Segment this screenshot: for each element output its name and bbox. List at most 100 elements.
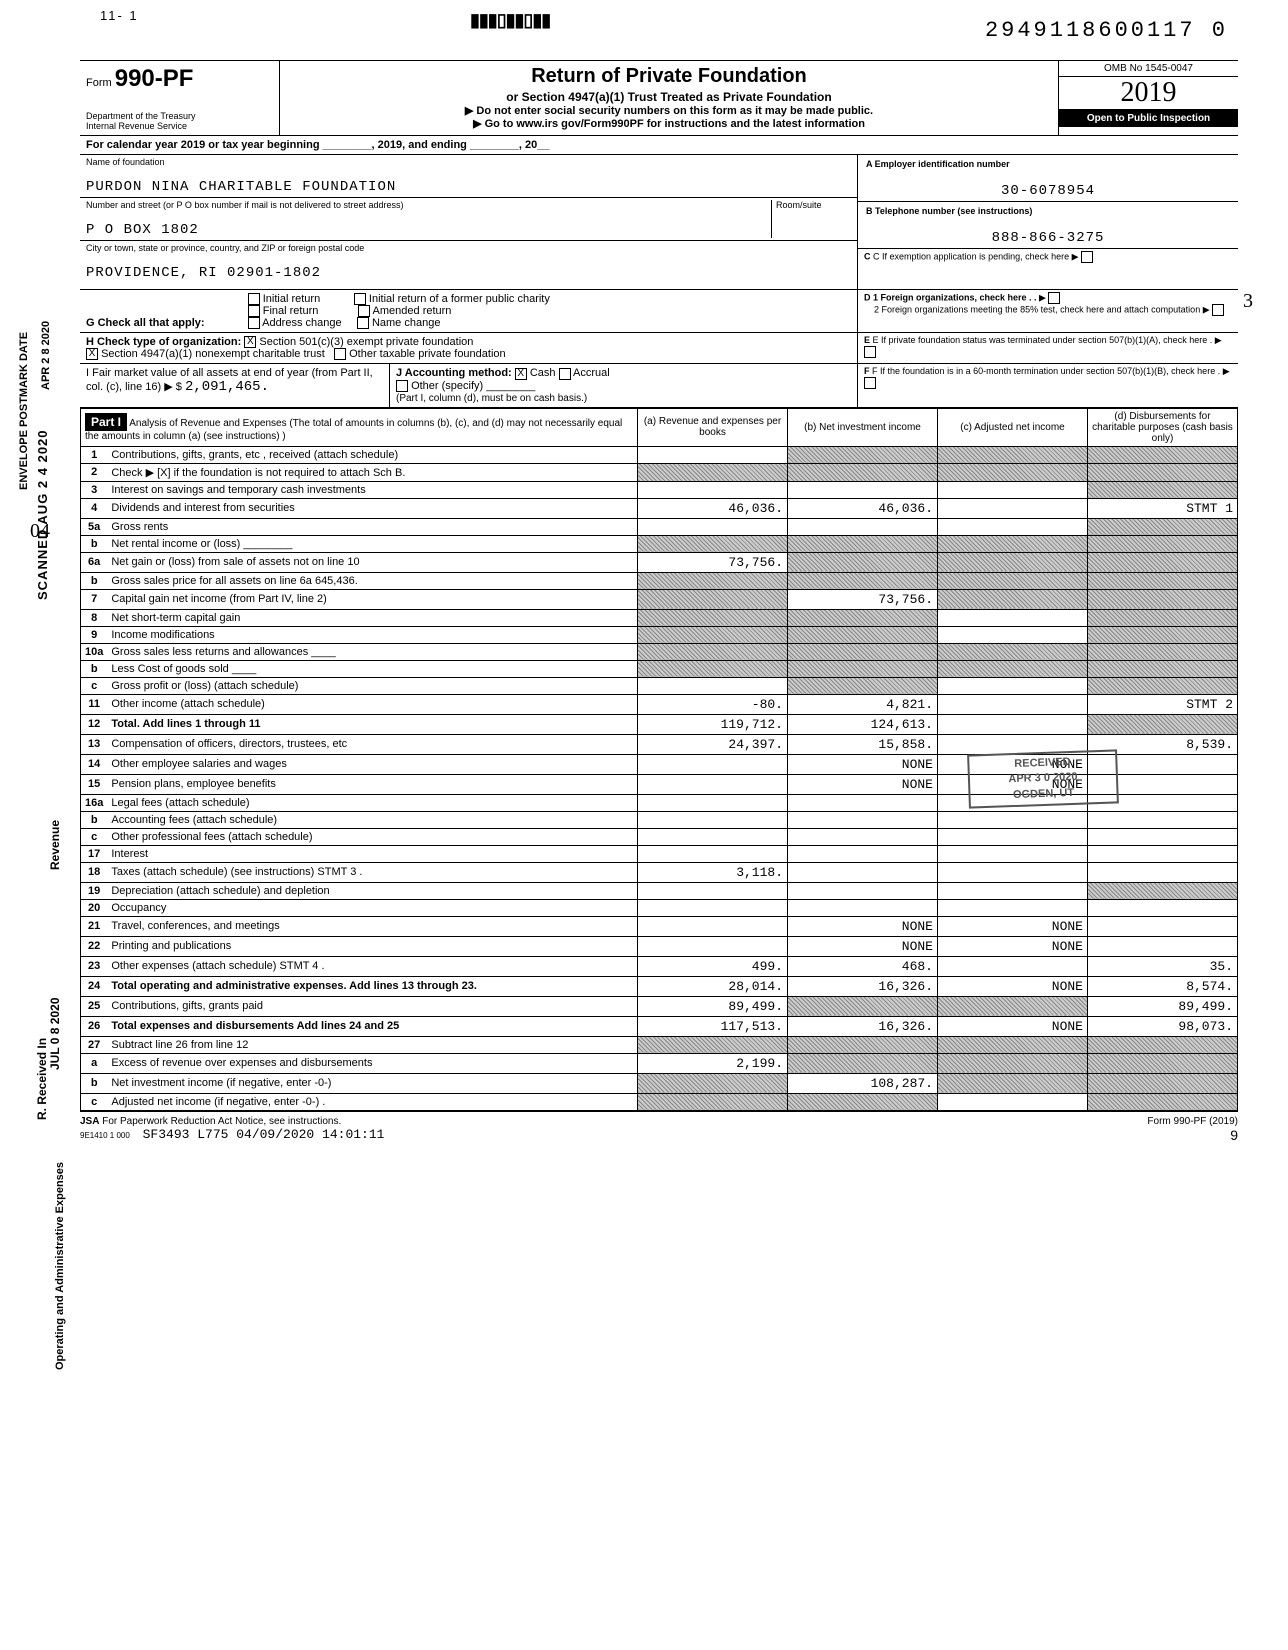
line-value bbox=[788, 1093, 938, 1110]
d1-checkbox[interactable] bbox=[1048, 292, 1060, 304]
table-row: 22Printing and publicationsNONENONE bbox=[81, 936, 1238, 956]
line-desc: Printing and publications bbox=[107, 936, 637, 956]
line-value bbox=[938, 882, 1088, 899]
side-revenue-label: Revenue bbox=[48, 820, 62, 870]
d2-checkbox[interactable] bbox=[1212, 304, 1224, 316]
line-value bbox=[788, 609, 938, 626]
line-value bbox=[1088, 862, 1238, 882]
line-value bbox=[938, 463, 1088, 481]
line-value bbox=[638, 572, 788, 589]
footer-code: 9E1410 1 000 bbox=[80, 1131, 130, 1140]
g-amended-checkbox[interactable] bbox=[358, 305, 370, 317]
table-row: 18Taxes (attach schedule) (see instructi… bbox=[81, 862, 1238, 882]
line-value bbox=[938, 1093, 1088, 1110]
line-number: c bbox=[81, 828, 108, 845]
line-desc: Gross profit or (loss) (attach schedule) bbox=[107, 677, 637, 694]
line-value bbox=[938, 956, 1088, 976]
line-value: 124,613. bbox=[788, 714, 938, 734]
line-value bbox=[1088, 589, 1238, 609]
line-value bbox=[638, 1093, 788, 1110]
e-label: E If private foundation status was termi… bbox=[873, 335, 1213, 345]
j-accrual-checkbox[interactable] bbox=[559, 368, 571, 380]
g-namechg-checkbox[interactable] bbox=[357, 317, 369, 329]
line-desc: Other expenses (attach schedule) STMT 4 … bbox=[107, 956, 637, 976]
line-value: 98,073. bbox=[1088, 1016, 1238, 1036]
line-value bbox=[788, 677, 938, 694]
line-desc: Total expenses and disbursements Add lin… bbox=[107, 1016, 637, 1036]
h-label: H Check type of organization: bbox=[86, 336, 241, 348]
side-apr-date: APR 2 8 2020 bbox=[40, 321, 52, 390]
h-other-checkbox[interactable] bbox=[334, 348, 346, 360]
line-desc: Accounting fees (attach schedule) bbox=[107, 811, 637, 828]
line-value: 35. bbox=[1088, 956, 1238, 976]
barcode-glyph: ▮▮▮▯▮▮▯▮▮ bbox=[470, 10, 550, 31]
line-number: b bbox=[81, 535, 108, 552]
g-former-checkbox[interactable] bbox=[354, 293, 366, 305]
line-desc: Contributions, gifts, grants paid bbox=[107, 996, 637, 1016]
line-value bbox=[638, 626, 788, 643]
line-number: 17 bbox=[81, 845, 108, 862]
line-number: 14 bbox=[81, 754, 108, 774]
g-final-checkbox[interactable] bbox=[248, 305, 260, 317]
g-initial-checkbox[interactable] bbox=[248, 293, 260, 305]
line-value bbox=[638, 1036, 788, 1053]
g-addrchg-checkbox[interactable] bbox=[248, 317, 260, 329]
j-cash-checkbox[interactable]: X bbox=[515, 368, 527, 380]
table-row: bNet investment income (if negative, ent… bbox=[81, 1073, 1238, 1093]
line-value bbox=[638, 660, 788, 677]
line-value: 16,326. bbox=[788, 976, 938, 996]
line-value bbox=[788, 996, 938, 1016]
line-number: 20 bbox=[81, 899, 108, 916]
line-desc: Taxes (attach schedule) (see instruction… bbox=[107, 862, 637, 882]
line-number: b bbox=[81, 811, 108, 828]
line-desc: Legal fees (attach schedule) bbox=[107, 794, 637, 811]
line-value bbox=[788, 899, 938, 916]
line-value: NONE bbox=[938, 916, 1088, 936]
line-value bbox=[938, 677, 1088, 694]
phone-label: B Telephone number (see instructions) bbox=[864, 204, 1232, 218]
line-value bbox=[788, 660, 938, 677]
line-value: 28,014. bbox=[638, 976, 788, 996]
ein-label: A Employer identification number bbox=[864, 157, 1232, 171]
line-number: 3 bbox=[81, 481, 108, 498]
part1-header: Part I bbox=[85, 413, 127, 431]
form-header: Form 990-PF Department of the Treasury I… bbox=[80, 60, 1238, 136]
part1-desc: Analysis of Revenue and Expenses (The to… bbox=[85, 418, 622, 442]
line-desc: Net investment income (if negative, ente… bbox=[107, 1073, 637, 1093]
h-501c3-checkbox[interactable]: X bbox=[244, 336, 256, 348]
line-value: 8,574. bbox=[1088, 976, 1238, 996]
j-opt-accrual: Accrual bbox=[573, 367, 610, 379]
f-checkbox[interactable] bbox=[864, 377, 876, 389]
d1-label: D 1 Foreign organizations, check here . … bbox=[864, 292, 1037, 302]
line-value bbox=[638, 882, 788, 899]
line-value bbox=[638, 463, 788, 481]
line-value bbox=[938, 446, 1088, 463]
g-label: G Check all that apply: bbox=[86, 317, 205, 329]
line-desc: Net rental income or (loss) ________ bbox=[107, 535, 637, 552]
handwritten-04: 04 bbox=[30, 520, 50, 543]
form-subtitle: or Section 4947(a)(1) Trust Treated as P… bbox=[290, 90, 1048, 104]
line-value bbox=[1088, 845, 1238, 862]
c-checkbox[interactable] bbox=[1081, 251, 1093, 263]
table-row: bAccounting fees (attach schedule) bbox=[81, 811, 1238, 828]
g-opt-initial: Initial return bbox=[263, 293, 320, 305]
line-value: 468. bbox=[788, 956, 938, 976]
line-value bbox=[1088, 1053, 1238, 1073]
line-number: 23 bbox=[81, 956, 108, 976]
line-number: 5a bbox=[81, 518, 108, 535]
instructions-link: ▶ Go to www.irs gov/Form990PF for instru… bbox=[290, 117, 1048, 130]
line-value: 108,287. bbox=[788, 1073, 938, 1093]
h-4947-checkbox[interactable]: X bbox=[86, 348, 98, 360]
e-checkbox[interactable] bbox=[864, 346, 876, 358]
line-number: 19 bbox=[81, 882, 108, 899]
line-desc: Subtract line 26 from line 12 bbox=[107, 1036, 637, 1053]
line-value bbox=[788, 446, 938, 463]
line-value bbox=[1088, 714, 1238, 734]
table-row: 19Depreciation (attach schedule) and dep… bbox=[81, 882, 1238, 899]
line-value bbox=[938, 481, 1088, 498]
line-desc: Capital gain net income (from Part IV, l… bbox=[107, 589, 637, 609]
line-number: 2 bbox=[81, 463, 108, 481]
line-number: 26 bbox=[81, 1016, 108, 1036]
j-other-checkbox[interactable] bbox=[396, 380, 408, 392]
line-value bbox=[1088, 811, 1238, 828]
